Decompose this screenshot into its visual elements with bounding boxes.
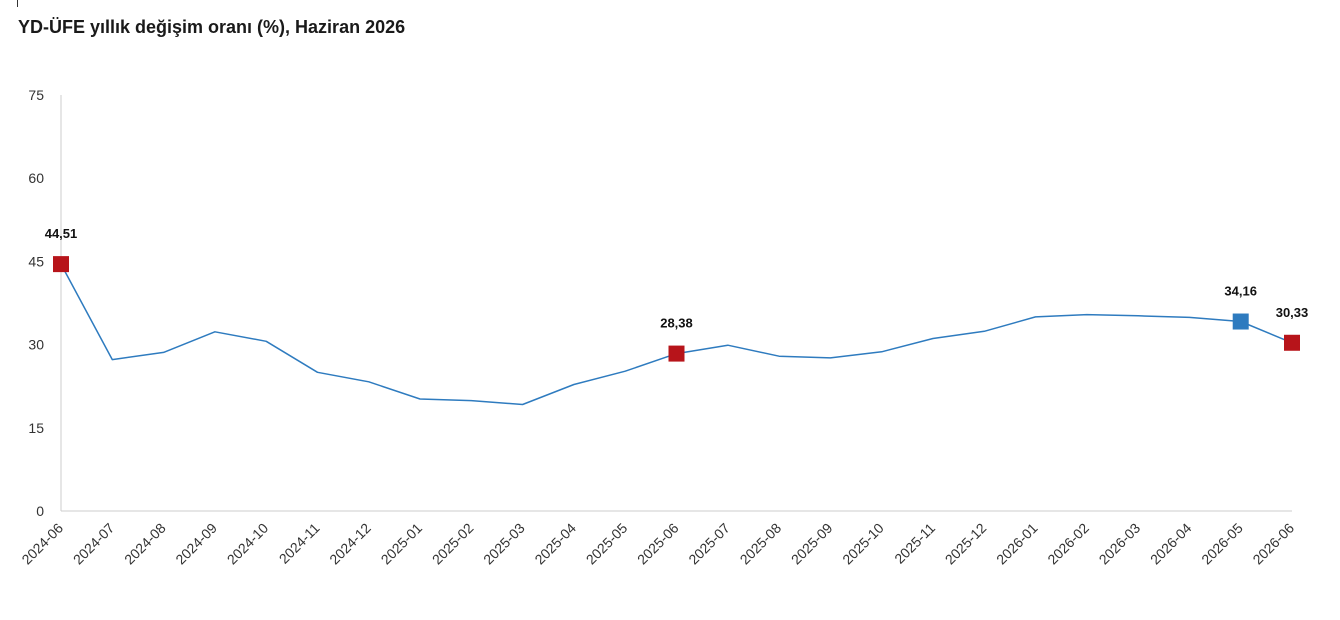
x-axis-ticks: 2024-06 2024-07 2024-08 2024-09 2024-10 2024-… (18, 520, 1297, 568)
x-tick-label: 2025-01 (378, 520, 426, 568)
y-tick-label: 0 (36, 503, 44, 519)
y-tick-label: 60 (28, 170, 44, 186)
data-labels: 44,51 28,38 34,16 30,33 (45, 226, 1309, 330)
y-axis-ticks: 0 15 30 45 60 75 (28, 87, 44, 519)
x-tick-label: 2025-04 (531, 520, 579, 568)
chart-title: YD-ÜFE yıllık değişim oranı (%), Haziran… (18, 17, 406, 37)
x-tick-label: 2025-05 (583, 520, 631, 568)
x-tick-label: 2025-10 (839, 520, 887, 568)
x-tick-label: 2025-11 (891, 520, 938, 567)
data-label: 44,51 (45, 226, 78, 241)
y-tick-label: 45 (28, 253, 44, 269)
x-tick-label: 2024-12 (326, 520, 374, 568)
chart-axes (60, 95, 1292, 512)
series-line (60, 263, 1293, 406)
x-tick-label: 2025-09 (788, 520, 836, 568)
x-tick-label: 2024-09 (172, 520, 220, 568)
highlight-marker (1232, 313, 1249, 330)
y-tick-label: 75 (28, 87, 44, 103)
x-tick-label: 2025-08 (737, 520, 785, 568)
y-tick-label: 30 (28, 337, 44, 353)
x-tick-label: 2025-07 (685, 520, 733, 568)
series-group (60, 263, 1293, 406)
highlight-marker (668, 345, 685, 362)
x-tick-label: 2026-03 (1096, 520, 1144, 568)
x-tick-label: 2025-12 (942, 520, 990, 568)
highlight-markers (53, 256, 1300, 362)
data-label: 30,33 (1276, 305, 1309, 320)
x-tick-label: 2026-05 (1198, 520, 1246, 568)
x-tick-label: 2026-01 (993, 520, 1041, 568)
x-tick-label: 2025-03 (480, 520, 528, 568)
x-tick-label: 2026-04 (1147, 520, 1195, 568)
x-tick-label: 2026-02 (1044, 520, 1092, 568)
x-tick-label: 2025-06 (634, 520, 682, 568)
data-label: 28,38 (660, 316, 693, 331)
corner-tick (17, 0, 18, 7)
data-label: 34,16 (1224, 284, 1257, 299)
x-tick-label: 2025-02 (429, 520, 477, 568)
y-tick-label: 15 (28, 420, 44, 436)
x-tick-label: 2024-11 (276, 520, 323, 567)
x-tick-label: 2024-08 (121, 520, 169, 568)
highlight-marker (1284, 334, 1300, 351)
highlight-marker (53, 256, 69, 273)
x-tick-label: 2024-07 (70, 520, 118, 568)
x-tick-label: 2024-06 (18, 520, 66, 568)
x-tick-label: 2026-06 (1249, 520, 1297, 568)
x-tick-label: 2024-10 (224, 520, 272, 568)
